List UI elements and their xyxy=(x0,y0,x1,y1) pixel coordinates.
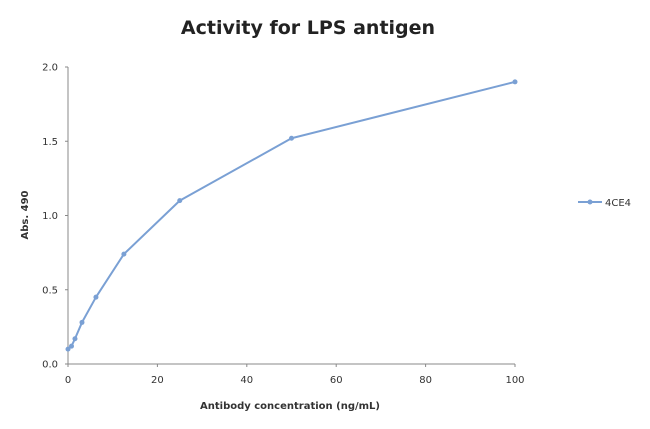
series-line-4CE4 xyxy=(67,80,516,350)
legend: 4CE4 xyxy=(578,198,631,209)
x-tick-label: 40 xyxy=(240,375,253,386)
x-tick-label: 100 xyxy=(505,375,524,386)
legend-label-4CE4: 4CE4 xyxy=(605,198,631,209)
data-point xyxy=(65,346,71,352)
y-axis-label: Abs. 490 xyxy=(20,190,31,239)
y-tick-label: 1.5 xyxy=(42,137,58,148)
y-tick-label: 2.0 xyxy=(42,63,58,74)
data-point xyxy=(93,294,99,300)
x-tick-label: 60 xyxy=(330,375,343,386)
data-point xyxy=(72,336,78,342)
x-tick-label: 80 xyxy=(419,375,432,386)
x-axis-label: Antibody concentration (ng/mL) xyxy=(200,401,380,412)
data-point xyxy=(177,198,183,204)
data-point xyxy=(68,343,74,349)
series-layer xyxy=(65,79,518,352)
y-tick-labels: 0.0 0.5 1.0 1.5 2.0 xyxy=(42,63,68,371)
data-point xyxy=(79,319,85,325)
data-point xyxy=(512,79,518,85)
legend-marker-4CE4 xyxy=(587,199,593,205)
data-point xyxy=(289,135,294,141)
y-tick-label: 0.5 xyxy=(42,285,58,296)
y-tick-label: 1.0 xyxy=(42,211,58,222)
chart-title: Activity for LPS antigen xyxy=(181,17,435,39)
y-tick-label: 0.0 xyxy=(42,360,58,371)
x-tick-label: 20 xyxy=(151,375,164,386)
x-tick-labels: 0 20 40 60 80 100 xyxy=(65,364,525,386)
x-tick-label: 0 xyxy=(65,375,71,386)
data-point xyxy=(121,251,127,257)
